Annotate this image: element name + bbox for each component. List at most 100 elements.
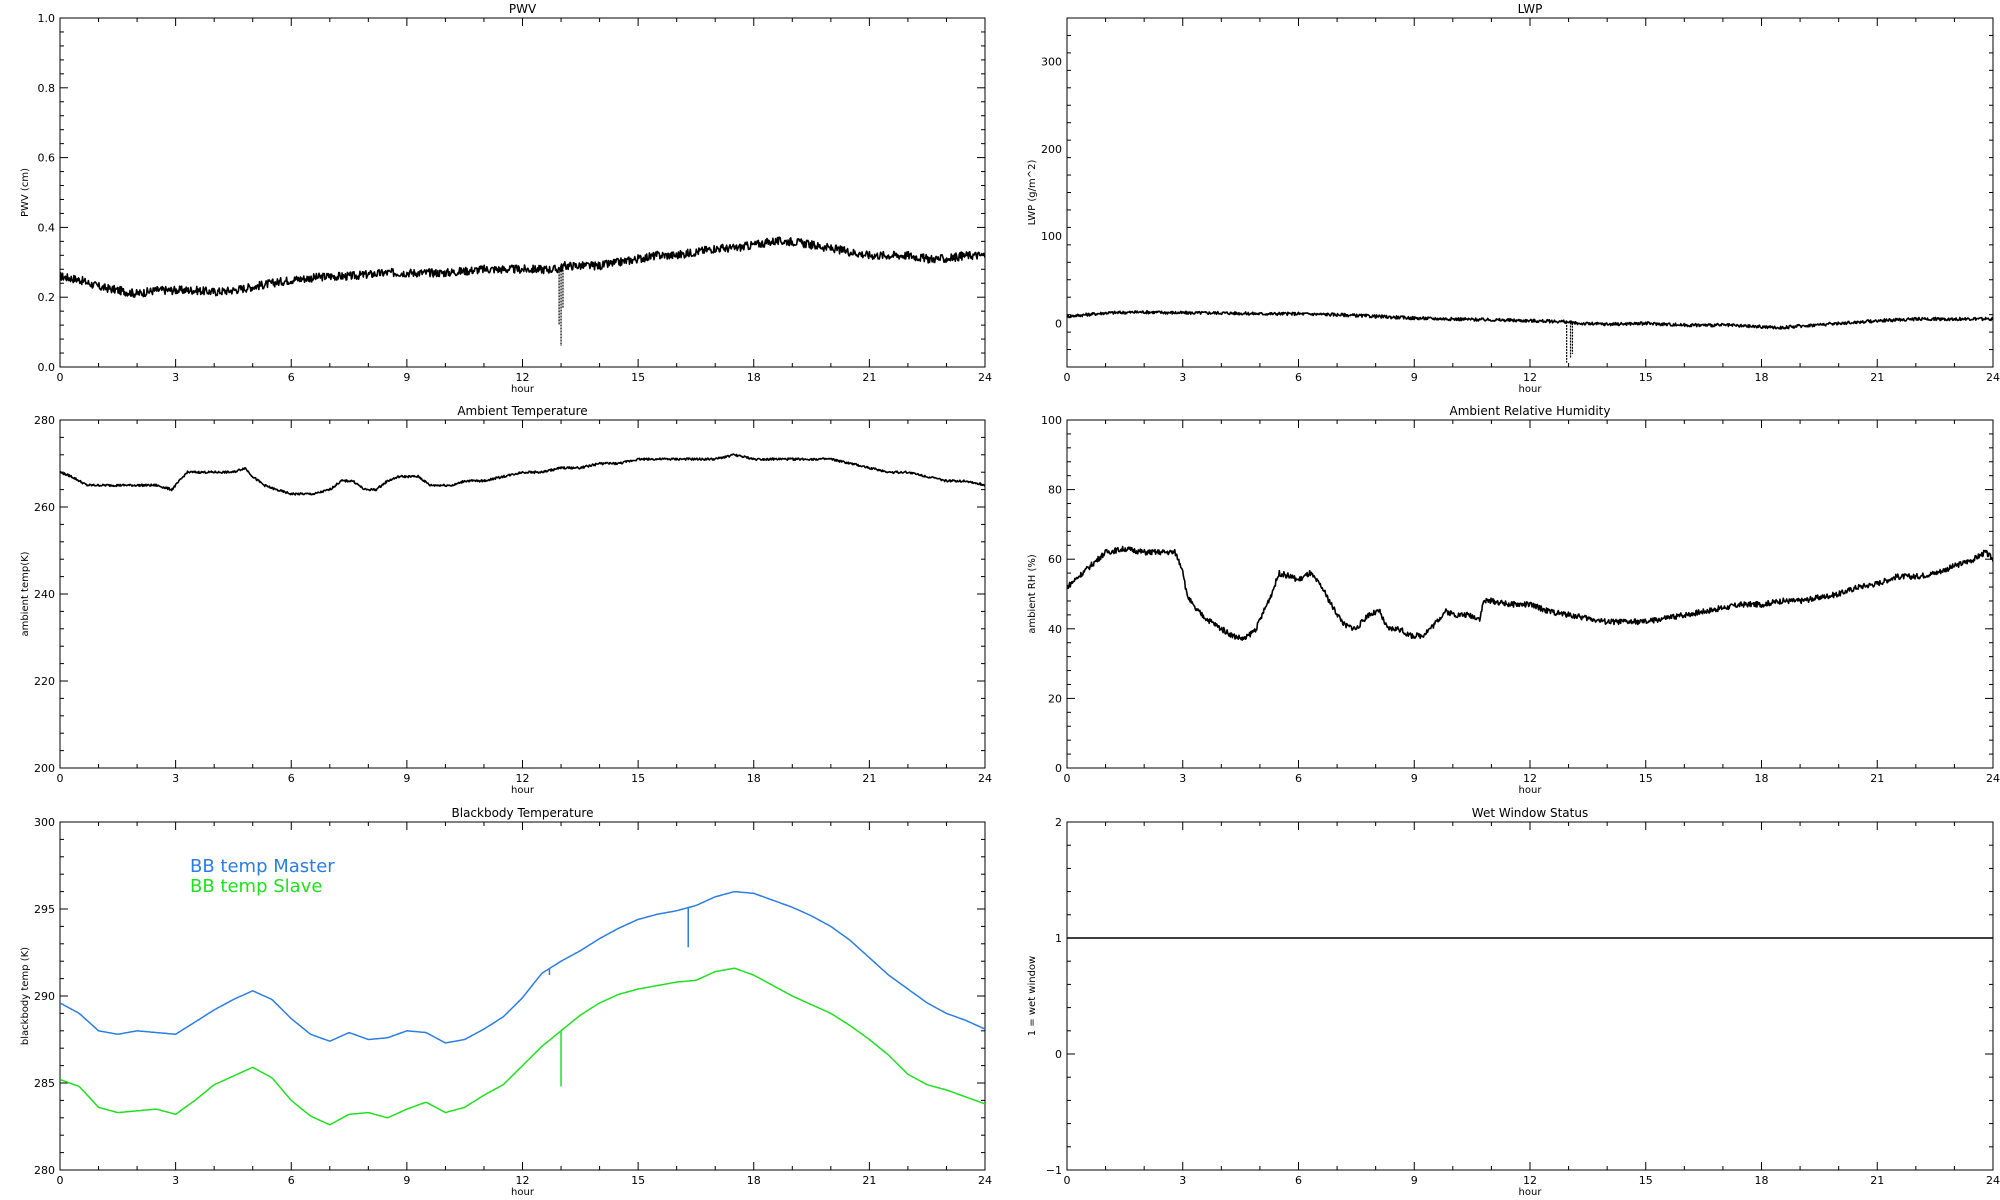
y-tick-label: 60 (1048, 553, 1062, 566)
x-tick-label: 21 (1870, 1174, 1884, 1187)
y-axis-label: blackbody temp (K) (20, 947, 31, 1045)
x-axis-label: hour (1519, 1187, 1543, 1198)
x-tick-label: 24 (1986, 371, 2000, 384)
x-tick-label: 15 (1639, 371, 1653, 384)
x-tick-label: 3 (1179, 1174, 1186, 1187)
x-tick-label: 12 (1523, 1174, 1537, 1187)
x-tick-label: 3 (1179, 772, 1186, 785)
x-tick-label: 3 (172, 371, 179, 384)
y-tick-label: 20 (1048, 692, 1062, 705)
x-tick-label: 15 (1639, 772, 1653, 785)
x-tick-label: 0 (1064, 1174, 1071, 1187)
x-tick-label: 24 (1986, 772, 2000, 785)
x-tick-label: 0 (57, 371, 64, 384)
x-tick-label: 0 (57, 1174, 64, 1187)
y-tick-label: 220 (34, 675, 55, 688)
x-axis-label: hour (511, 384, 535, 395)
x-tick-label: 15 (1639, 1174, 1653, 1187)
chart-title: PWV (509, 2, 537, 16)
x-tick-label: 24 (1986, 1174, 2000, 1187)
legend-entry: BB temp Slave (190, 876, 322, 897)
y-axis-label: LWP (g/m^2) (1027, 160, 1038, 226)
legend-entry: BB temp Master (190, 856, 335, 877)
y-tick-label: 0 (1055, 317, 1062, 330)
y-tick-label: 295 (34, 903, 55, 916)
plot-frame (1066, 419, 1994, 769)
x-tick-label: 9 (1411, 1174, 1418, 1187)
panel-ambient-temperature: Ambient Temperature 0 3 6 9 12 15 18 21 24 hour 200… (20, 404, 992, 796)
x-tick-label: 15 (631, 371, 645, 384)
x-axis-label: hour (1519, 384, 1543, 395)
y-axis-label: PWV (cm) (20, 168, 31, 217)
y-tick-label: 1 (1055, 932, 1062, 945)
x-tick-label: 21 (1870, 772, 1884, 785)
chart-title: Blackbody Temperature (452, 806, 594, 820)
y-tick-label: 0 (1055, 762, 1062, 775)
x-tick-label: 18 (747, 371, 761, 384)
series-line-pwv (60, 236, 985, 298)
y-tick-label: 40 (1048, 623, 1062, 636)
x-tick-label: 18 (1755, 1174, 1769, 1187)
plot-frame (1066, 17, 1994, 368)
y-tick-label: 0.8 (38, 82, 56, 95)
series-line-ambrh (1067, 545, 1993, 641)
y-axis-label: 1 = wet window (1027, 956, 1038, 1036)
y-tick-label: 2 (1055, 816, 1062, 829)
series-line-lwp (1067, 309, 1993, 330)
x-tick-label: 24 (978, 371, 992, 384)
y-tick-label: 285 (34, 1077, 55, 1090)
panel-blackbody-temperature: Blackbody Temperature 0 3 6 9 12 15 18 21 24 hour 2… (20, 806, 992, 1198)
x-tick-label: 12 (1523, 371, 1537, 384)
chart-title: LWP (1518, 2, 1543, 16)
plot-area (60, 236, 985, 347)
plot-frame (59, 17, 986, 368)
x-tick-label: 21 (862, 371, 876, 384)
x-tick-label: 0 (1064, 371, 1071, 384)
series-line-bb-temp-slave (60, 967, 985, 1126)
x-tick-label: 9 (1411, 371, 1418, 384)
x-tick-label: 6 (288, 1174, 295, 1187)
x-tick-label: 15 (631, 1174, 645, 1187)
chart-title: Ambient Relative Humidity (1450, 404, 1611, 418)
y-tick-label: 0.6 (38, 152, 56, 165)
x-tick-label: 18 (747, 1174, 761, 1187)
y-tick-label: 100 (1041, 230, 1062, 243)
x-tick-label: 15 (631, 772, 645, 785)
x-tick-label: 18 (747, 772, 761, 785)
panel-ambient-relative-humidity: Ambient Relative Humidity 0 3 6 9 12 15 18 21 24 h… (1027, 404, 2000, 796)
plot-area (60, 453, 985, 496)
x-tick-label: 3 (1179, 371, 1186, 384)
series-line-bb-temp-master (60, 890, 985, 1044)
y-tick-label: 300 (1041, 56, 1062, 69)
x-tick-label: 6 (1295, 1174, 1302, 1187)
x-tick-label: 24 (978, 772, 992, 785)
x-tick-label: 6 (288, 772, 295, 785)
x-tick-label: 3 (172, 772, 179, 785)
x-tick-label: 12 (516, 772, 530, 785)
x-tick-label: 9 (403, 772, 410, 785)
x-tick-label: 0 (1064, 772, 1071, 785)
plot-area (1067, 545, 1993, 641)
x-tick-label: 6 (1295, 371, 1302, 384)
y-tick-label: 200 (34, 762, 55, 775)
x-tick-label: 21 (1870, 371, 1884, 384)
y-tick-label: 0.2 (38, 291, 56, 304)
y-tick-label: −1 (1046, 1164, 1062, 1177)
y-tick-label: 0 (1055, 1048, 1062, 1061)
x-tick-label: 12 (516, 1174, 530, 1187)
plot-frame (1066, 821, 1994, 1171)
x-tick-label: 9 (403, 371, 410, 384)
chart-title: Ambient Temperature (457, 404, 587, 418)
plot-area (1067, 309, 1993, 363)
y-tick-label: 200 (1041, 143, 1062, 156)
y-tick-label: 290 (34, 990, 55, 1003)
y-tick-label: 280 (34, 1164, 55, 1177)
y-tick-label: 80 (1048, 484, 1062, 497)
y-tick-label: 100 (1041, 414, 1062, 427)
x-tick-label: 21 (862, 1174, 876, 1187)
x-tick-label: 18 (1755, 772, 1769, 785)
x-tick-label: 0 (57, 772, 64, 785)
x-tick-label: 12 (516, 371, 530, 384)
